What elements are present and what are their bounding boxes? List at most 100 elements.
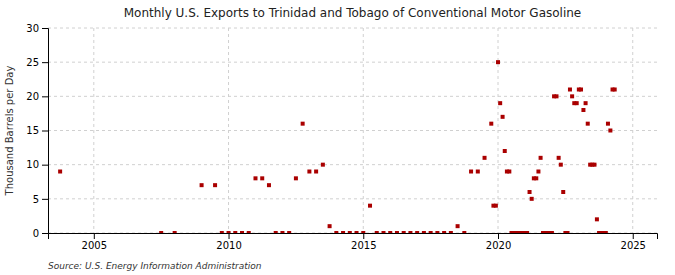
point	[213, 183, 217, 187]
tick-mark	[498, 233, 499, 239]
point	[328, 224, 332, 228]
point	[301, 122, 305, 126]
grid-line-y	[48, 62, 657, 63]
point	[566, 231, 570, 233]
point	[422, 231, 426, 233]
point	[536, 170, 540, 174]
point	[604, 231, 608, 233]
point	[550, 231, 554, 233]
point	[503, 149, 507, 153]
point	[534, 176, 538, 180]
point	[388, 231, 392, 233]
point	[586, 122, 590, 126]
point	[501, 115, 505, 119]
tick-mark	[42, 165, 48, 166]
point	[58, 170, 62, 174]
tick-label: 2025	[621, 240, 646, 251]
tick: 15	[26, 125, 48, 136]
point	[381, 231, 385, 233]
tick: 10	[26, 159, 48, 170]
point	[462, 231, 466, 233]
plot-area: 20052010201520202025051015202530	[26, 23, 657, 251]
source: Source: U.S. Energy Information Administ…	[48, 261, 262, 271]
point	[227, 231, 231, 233]
point	[494, 204, 498, 208]
tick-mark	[42, 62, 48, 63]
point	[260, 176, 264, 180]
grid-line-y	[48, 164, 657, 165]
point	[530, 197, 534, 201]
tick: 0	[33, 228, 48, 239]
point	[507, 170, 511, 174]
point	[528, 190, 532, 194]
tick-label: 2010	[216, 240, 241, 251]
tick-mark	[633, 233, 634, 239]
point	[429, 231, 433, 233]
tick-mark	[42, 199, 48, 200]
tick-label: 0	[33, 228, 39, 239]
tick-mark	[229, 233, 230, 239]
point	[489, 122, 493, 126]
point	[415, 231, 419, 233]
point	[395, 231, 399, 233]
point	[280, 231, 284, 233]
tick: 25	[26, 57, 48, 68]
tick-label: 5	[33, 194, 39, 205]
point	[368, 204, 372, 208]
point	[314, 170, 318, 174]
tick-label: 20	[26, 91, 39, 102]
point	[561, 190, 565, 194]
grid-line-x	[363, 28, 364, 233]
point	[200, 183, 204, 187]
point	[442, 231, 446, 233]
point	[361, 231, 365, 233]
tick: 5	[33, 194, 48, 205]
point	[408, 231, 412, 233]
point	[435, 231, 439, 233]
grid-line-y	[48, 28, 657, 29]
point	[584, 101, 588, 105]
y-axis-label: Thousand Barrels per Day	[4, 66, 15, 197]
chart: 20052010201520202025051015202530Monthly …	[0, 0, 675, 275]
tick: 2020	[486, 233, 511, 251]
tick-label: 15	[26, 125, 39, 136]
point	[568, 88, 572, 92]
point	[476, 170, 480, 174]
point	[557, 156, 561, 160]
point	[355, 231, 359, 233]
point	[483, 156, 487, 160]
point	[581, 108, 585, 112]
point	[240, 231, 244, 233]
axis-line	[49, 234, 658, 240]
grid-line-y	[48, 198, 657, 199]
grid-line-y	[48, 130, 657, 131]
tick-label: 2005	[82, 240, 107, 251]
point	[554, 94, 558, 98]
point	[159, 231, 163, 233]
tick-mark	[42, 131, 48, 132]
point	[579, 88, 583, 92]
point	[608, 129, 612, 133]
point	[253, 176, 257, 180]
tick-mark	[42, 233, 48, 234]
tick-label: 30	[26, 23, 39, 34]
point	[449, 231, 453, 233]
point	[402, 231, 406, 233]
tick-mark	[94, 233, 95, 239]
point	[498, 101, 502, 105]
point	[334, 231, 338, 233]
point	[294, 176, 298, 180]
tick: 30	[26, 23, 48, 34]
tick-label: 25	[26, 57, 39, 68]
point	[267, 183, 271, 187]
point	[321, 163, 325, 167]
tick: 2025	[621, 233, 646, 251]
point	[469, 170, 473, 174]
point	[592, 163, 596, 167]
tick-label: 2020	[486, 240, 511, 251]
tick-mark	[363, 233, 364, 239]
point	[525, 231, 529, 233]
y-axis: 0 5 10 15 20 25 30	[26, 23, 48, 239]
tick-mark	[42, 96, 48, 97]
tick-label: 2015	[351, 240, 376, 251]
